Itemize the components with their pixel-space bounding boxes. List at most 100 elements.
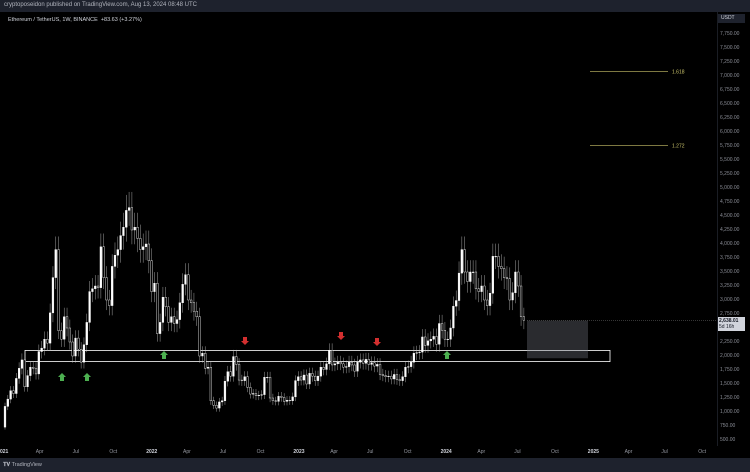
candle-body <box>32 367 35 369</box>
price-axis[interactable] <box>717 12 750 446</box>
symbol-name: Ethereum / TetherUS, 1W, BINANCE <box>8 17 98 23</box>
candle-body <box>494 256 497 258</box>
candle-body <box>243 376 246 381</box>
candle-body <box>15 378 18 394</box>
candle-body <box>9 390 12 400</box>
candle-body <box>446 339 449 341</box>
candle-body <box>212 400 215 406</box>
time-tick: Jul <box>219 449 227 455</box>
candle-body <box>511 292 514 301</box>
candle-body <box>257 395 260 397</box>
candle-body <box>342 363 345 368</box>
candle-body <box>113 254 117 267</box>
candle-body <box>170 316 173 323</box>
candle-body <box>91 288 94 292</box>
time-tick: Jul <box>661 449 668 455</box>
candle-body <box>305 374 308 385</box>
candle-body <box>142 246 145 250</box>
tradingview-logo[interactable]: 𝐓𝐕 TradingView <box>3 462 42 468</box>
candle-body <box>407 366 410 368</box>
candle-body <box>364 359 368 364</box>
candle-body <box>412 353 415 363</box>
candle-body <box>519 285 523 317</box>
price-tick: 500.00 <box>720 437 736 443</box>
candle-body <box>297 376 300 381</box>
candle-body <box>88 291 91 323</box>
candle-body <box>3 406 7 428</box>
candle-body <box>314 375 317 381</box>
candle-body <box>505 277 509 279</box>
candle-body <box>443 330 447 340</box>
candle-body <box>455 300 458 307</box>
candle-body <box>12 390 15 394</box>
time-tick: Oct <box>698 449 706 455</box>
price-tick: 1,750.00 <box>720 367 740 373</box>
price-change: +83.63 (+3.27%) <box>100 17 142 23</box>
price-tick: 7,500.00 <box>720 45 740 51</box>
candle-body <box>266 377 269 379</box>
candle-body <box>71 341 74 357</box>
candle-body <box>395 374 399 380</box>
candle-body <box>232 356 235 377</box>
candle-body <box>6 398 9 407</box>
candle-body <box>43 339 46 349</box>
fib-label: 1.618 <box>672 70 685 76</box>
candle-body <box>260 394 263 396</box>
candle-body <box>409 361 413 367</box>
candle-body <box>316 375 320 381</box>
chart-area[interactable] <box>0 12 750 458</box>
candle-body <box>384 375 387 377</box>
candle-body <box>514 271 517 293</box>
candle-body <box>201 353 204 357</box>
candle-body <box>218 401 221 409</box>
candle-body <box>432 336 435 340</box>
price-tick: 4,000.00 <box>720 241 740 247</box>
candle-body <box>367 359 370 365</box>
candle-body <box>271 397 274 401</box>
candle-body <box>49 312 52 344</box>
candle-body <box>263 377 266 395</box>
candle-body <box>401 376 404 381</box>
time-tick: 2024 <box>440 449 452 455</box>
candle-body <box>77 337 80 350</box>
candle-body <box>283 397 286 402</box>
candle-body <box>449 327 452 340</box>
candle-body <box>378 364 382 375</box>
candle-body <box>302 374 306 381</box>
candle-body <box>144 243 148 247</box>
candle-body <box>472 271 475 273</box>
candle-body <box>235 356 238 365</box>
time-tick: Apr <box>330 449 338 455</box>
price-tick: 5,250.00 <box>720 171 740 177</box>
candle-body <box>223 381 227 402</box>
candle-body <box>483 285 486 301</box>
price-tick: 2,750.00 <box>720 311 740 317</box>
candle-body <box>426 340 430 346</box>
candle-body <box>51 277 55 314</box>
candle-body <box>347 361 351 367</box>
candle-body <box>415 352 418 354</box>
candle-body <box>277 396 280 402</box>
candle-body <box>158 322 162 334</box>
candle-body <box>60 330 63 340</box>
candle-body <box>339 361 342 365</box>
candle-body <box>274 400 277 402</box>
candle-body <box>82 344 86 363</box>
support-zone <box>24 349 611 362</box>
candle-body <box>215 405 218 409</box>
current-price-label: 2,638.01 5d 16h <box>718 317 745 331</box>
candle-body <box>268 377 272 399</box>
candle-body <box>206 367 210 369</box>
candle-body <box>94 285 97 289</box>
candle-body <box>150 260 153 292</box>
time-tick: Oct <box>256 449 265 455</box>
price-tick: 1,000.00 <box>720 409 740 415</box>
brand-name: TradingView <box>11 462 42 468</box>
candle-body <box>102 246 105 278</box>
currency-unit[interactable]: USDT <box>718 14 745 23</box>
candle-body <box>161 297 165 323</box>
candle-body <box>376 364 379 367</box>
time-tick: Apr <box>35 449 44 455</box>
candle-body <box>333 363 337 366</box>
